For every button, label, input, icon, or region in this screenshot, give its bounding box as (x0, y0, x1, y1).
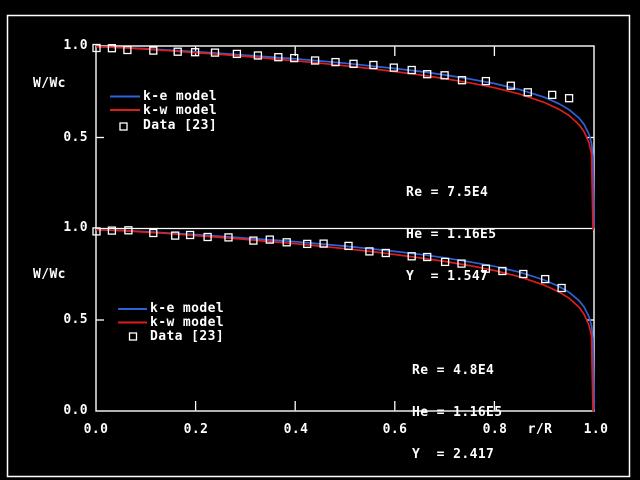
data-point-marker (265, 235, 274, 244)
data-point-marker (274, 53, 283, 62)
ytick-label: 0.0 (63, 403, 88, 418)
annotation-he: He = 1.16E5 (406, 227, 497, 242)
data-point-marker (107, 44, 117, 53)
xtick-label: 0.6 (382, 422, 408, 437)
ke-model-curve (95, 45, 595, 229)
data-point-marker (548, 90, 557, 100)
data-point-marker (203, 232, 212, 242)
data-point-marker (107, 226, 117, 235)
data-point-marker (171, 231, 180, 240)
data-point-marker (523, 88, 532, 97)
data-point-marker (249, 236, 258, 245)
annotation-re: Re = 7.5E4 (406, 185, 489, 200)
data-point-marker (564, 94, 574, 103)
xtick-label: 0.0 (83, 422, 109, 437)
data-point-marker (232, 49, 242, 59)
data-point-marker (557, 283, 566, 293)
data-point-marker (389, 63, 398, 72)
data-point-marker (407, 65, 416, 75)
data-point-marker (185, 230, 195, 240)
legend-data-square-marker (128, 332, 138, 341)
ytick-label: 0.5 (63, 130, 88, 145)
legend-label-kw: k-w model (143, 103, 218, 118)
x-axis-title: r/R (527, 422, 553, 437)
data-point-marker (310, 56, 320, 65)
data-point-marker (124, 226, 133, 235)
xtick-label: 0.8 (482, 422, 508, 437)
outer-border (6, 14, 631, 478)
xtick-label: 0.2 (183, 422, 209, 437)
kw-model-curve (95, 45, 594, 230)
data-point-marker (457, 76, 467, 85)
data-point-marker (440, 71, 449, 80)
data-point-marker (303, 239, 312, 249)
legend-label-data: Data [23] (150, 329, 225, 344)
ytick-label: 1.0 (63, 220, 88, 235)
legend-label-ke: k-e model (150, 301, 225, 316)
data-point-marker (331, 57, 340, 67)
data-point-marker (440, 257, 450, 267)
data-point-marker (457, 259, 466, 268)
annotation-re: Re = 4.8E4 (412, 363, 495, 378)
data-point-marker (344, 241, 353, 251)
legend-data-square-marker (119, 122, 128, 131)
data-point-marker (92, 227, 101, 236)
legend-label-ke: k-e model (143, 89, 218, 104)
data-point-marker (541, 274, 550, 284)
xtick-label: 0.4 (283, 422, 309, 437)
y-axis-title: W/Wc (33, 267, 66, 282)
annotation-y: Y = 2.417 (412, 447, 495, 462)
data-point-marker (498, 266, 507, 276)
data-point-marker (481, 264, 491, 273)
data-point-marker (149, 228, 158, 238)
ytick-label: 1.0 (63, 38, 88, 53)
annotation-he: He = 1.16E5 (412, 405, 503, 420)
data-point-marker (282, 238, 291, 247)
data-point-marker (407, 252, 416, 261)
data-point-marker (481, 76, 491, 86)
legend-label-kw: k-w model (150, 315, 225, 330)
annotation-block: Re = 4.8E4 He = 1.16E5 Y = 2.417 (412, 336, 503, 480)
data-point-marker (290, 53, 299, 63)
legend-label-data: Data [23] (143, 118, 218, 133)
data-point-marker (423, 252, 432, 262)
data-point-marker (519, 269, 528, 279)
data-point-marker (423, 70, 432, 79)
data-point-marker (173, 47, 182, 56)
xtick-label: 1.0 (583, 422, 609, 437)
y-axis-title: W/Wc (33, 76, 66, 91)
data-point-marker (149, 46, 158, 55)
data-point-marker (210, 48, 220, 57)
ytick-label: 0.5 (63, 312, 88, 327)
data-point-marker (349, 59, 358, 68)
data-point-marker (506, 81, 515, 90)
data-point-marker (123, 45, 132, 55)
data-point-marker (224, 233, 233, 242)
data-point-marker (365, 247, 374, 256)
data-point-marker (369, 60, 378, 70)
data-point-marker (319, 239, 328, 248)
data-point-marker (253, 51, 263, 60)
annotation-y: Y = 1.547 (406, 269, 489, 284)
data-point-marker (92, 43, 101, 53)
data-point-marker (190, 48, 200, 57)
data-point-marker (381, 248, 390, 258)
annotation-block: Re = 7.5E4 He = 1.16E5 Y = 1.547 (406, 158, 497, 312)
